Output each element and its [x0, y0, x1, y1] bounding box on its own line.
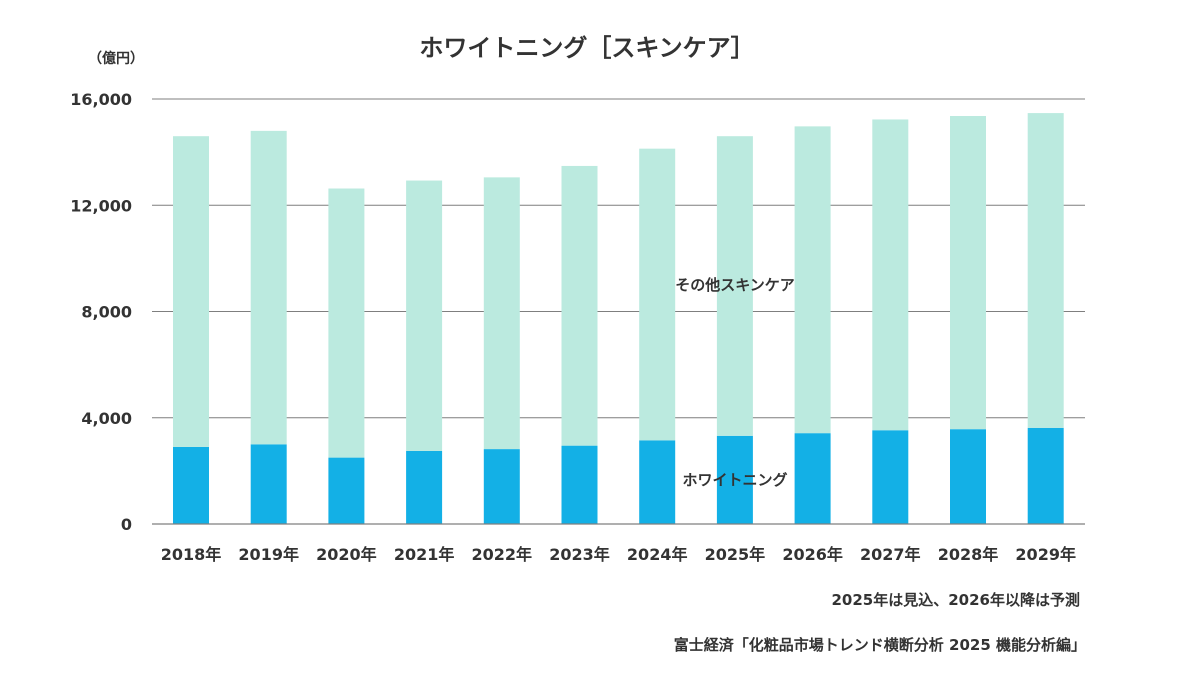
bar-other-skincare — [716, 136, 753, 436]
x-tick-label: 2021年 — [394, 545, 455, 564]
bar-other-skincare — [639, 148, 676, 441]
x-tick-label: 2029年 — [1015, 545, 1076, 564]
bar-whitening — [173, 446, 209, 524]
x-tick-label: 2028年 — [938, 545, 999, 564]
bar-other-skincare — [561, 165, 598, 446]
x-tick-label: 2018年 — [161, 545, 222, 564]
y-tick-label: 8,000 — [81, 303, 132, 322]
bar-other-skincare — [483, 177, 520, 450]
x-tick-label: 2027年 — [860, 545, 921, 564]
bar-whitening — [716, 435, 753, 524]
bar-whitening — [328, 457, 365, 524]
bar-whitening — [483, 449, 520, 524]
bar-other-skincare — [872, 119, 909, 431]
bar-other-skincare — [173, 136, 209, 447]
bar-whitening — [250, 444, 287, 524]
x-tick-label: 2024年 — [627, 545, 688, 564]
bar-other-skincare — [950, 116, 986, 430]
y-tick-label: 4,000 — [81, 409, 132, 428]
bar-whitening — [1027, 427, 1064, 524]
y-tick-label: 12,000 — [70, 196, 132, 215]
x-axis-tick-labels: 2018年 2019年 2020年 2021年 2022年 2023年 2024年 2025年… — [161, 545, 1076, 564]
bar-other-skincare — [250, 130, 287, 445]
gridlines — [152, 98, 1085, 419]
y-tick-label: 16,000 — [70, 90, 132, 109]
y-axis-tick-labels: 0 4,000 8,000 12,000 16,000 — [70, 90, 132, 534]
x-tick-label: 2020年 — [316, 545, 377, 564]
forecast-note: 2025年は見込、2026年以降は予測 — [832, 591, 1081, 609]
y-tick-label: 0 — [121, 515, 132, 534]
x-tick-label: 2022年 — [472, 545, 533, 564]
chart-title: ホワイトニング［スキンケア］ — [419, 34, 754, 62]
bar-whitening — [950, 429, 986, 524]
bars — [173, 113, 1064, 524]
x-tick-label: 2025年 — [705, 545, 766, 564]
source-note: 富士経済「化粧品市場トレンド横断分析 2025 機能分析編」 — [674, 636, 1086, 654]
x-tick-label: 2023年 — [549, 545, 610, 564]
bar-whitening — [639, 440, 676, 524]
bar-other-skincare — [406, 180, 443, 451]
x-tick-label: 2026年 — [782, 545, 843, 564]
bar-other-skincare — [328, 188, 365, 458]
series-label-whitening: ホワイトニング — [682, 471, 787, 489]
bar-whitening — [872, 430, 909, 524]
bar-other-skincare — [1027, 113, 1064, 428]
x-tick-label: 2019年 — [238, 545, 299, 564]
bar-whitening — [561, 445, 598, 524]
series-label-other-skincare: その他スキンケア — [675, 276, 795, 294]
y-axis-unit-label: （億円） — [88, 50, 144, 67]
bar-whitening — [406, 450, 443, 524]
bar-whitening — [794, 433, 831, 524]
bar-other-skincare — [794, 126, 831, 434]
